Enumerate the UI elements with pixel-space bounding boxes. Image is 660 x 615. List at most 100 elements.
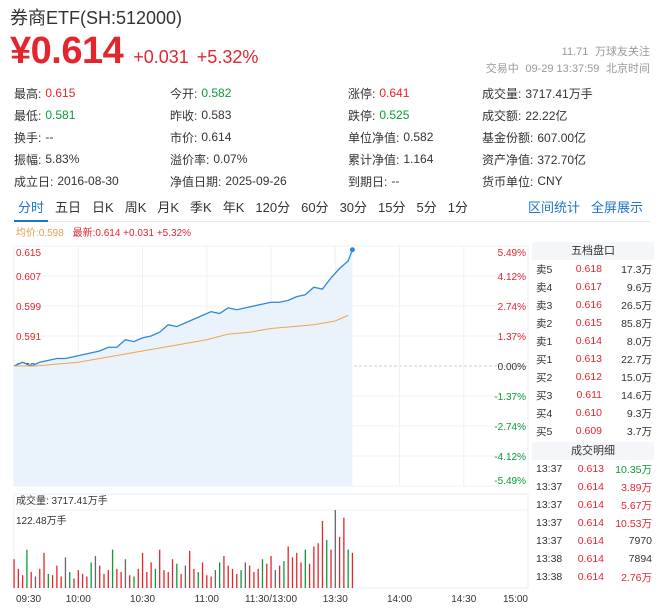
stat-value: CNY	[537, 174, 563, 188]
stat-value: 0.641	[379, 86, 410, 100]
volume-bar	[159, 549, 161, 588]
volume-bar	[73, 578, 75, 588]
deal-time: 13:37	[536, 499, 563, 511]
x-tick-label: 14:00	[387, 594, 412, 605]
volume-bar	[334, 510, 336, 588]
stat-item: 振幅: 5.83%	[14, 151, 170, 168]
order-price: 0.617	[575, 281, 602, 293]
deal-time: 13:37	[536, 517, 563, 529]
last-price-legend: 最新:0.614 +0.031 +5.32%	[72, 228, 192, 239]
volume-bar	[60, 576, 62, 588]
volume-bar	[291, 557, 294, 588]
deal-volume: 5.67万	[621, 499, 652, 512]
tab-period[interactable]: 五日	[55, 199, 82, 215]
volume-bar	[184, 565, 187, 588]
tab-period[interactable]: 120分	[255, 199, 291, 215]
volume-bar	[326, 540, 328, 588]
status-label: 交易中	[485, 63, 519, 75]
stat-label: 资产净值:	[482, 152, 534, 167]
stat-value: 2025-09-26	[225, 174, 287, 188]
fullscreen-link[interactable]: 全屏展示	[590, 199, 643, 215]
deal-volume: 7894	[628, 553, 652, 565]
stat-value: 0.582	[403, 130, 434, 144]
tab-period[interactable]: 60分	[301, 199, 329, 215]
volume-bar	[266, 563, 268, 588]
current-price: ¥0.614	[10, 30, 124, 72]
tab-period[interactable]: 分时	[14, 196, 49, 222]
order-side: 卖4	[536, 281, 553, 294]
price-change-pct: +5.32%	[196, 47, 259, 67]
volume-bar	[167, 572, 169, 588]
stat-item: 最低: 0.581	[14, 107, 170, 124]
order-side: 买5	[536, 425, 553, 438]
volume-title: 成交量: 3717.41万手	[16, 494, 108, 507]
volume-bar	[300, 562, 302, 588]
order-volume: 14.6万	[621, 389, 652, 402]
volume-bar	[321, 520, 324, 588]
volume-bar	[99, 565, 101, 588]
order-book-title: 五档盘口	[532, 242, 654, 260]
price-area-fill	[14, 249, 353, 486]
x-tick-label: 09:30	[16, 594, 41, 605]
deal-row: 13:37 0.614 5.67万	[532, 496, 654, 514]
volume-bar	[283, 561, 285, 588]
order-book-row: 买3 0.611 14.6万	[532, 386, 654, 404]
stat-label: 最高:	[14, 86, 42, 101]
stat-label: 基金份额:	[482, 130, 534, 145]
stat-label: 跌停:	[348, 108, 376, 123]
stat-value: 2016-08-30	[57, 174, 119, 188]
volume-bar	[150, 562, 152, 588]
stat-item: 换手: --	[14, 129, 170, 146]
order-side: 买1	[536, 353, 553, 366]
stat-value: 0.582	[201, 86, 232, 100]
tab-period[interactable]: 年K	[222, 199, 245, 215]
volume-bar	[347, 549, 349, 588]
volume-bar	[201, 562, 204, 588]
stat-label: 今开:	[170, 86, 198, 101]
volume-bar	[274, 570, 276, 588]
tab-period[interactable]: 30分	[339, 199, 368, 215]
volume-bar	[107, 570, 109, 588]
chart-legend: 均价:0.598 最新:0.614 +0.031 +5.32%	[16, 224, 191, 239]
tab-period[interactable]: 5分	[416, 199, 437, 215]
order-side: 买4	[536, 407, 553, 420]
stat-value: 1.164	[403, 152, 434, 166]
order-volume: 3.7万	[626, 425, 652, 438]
tab-period[interactable]: 日K	[92, 199, 114, 215]
stat-value: 607.00亿	[537, 130, 587, 145]
tab-period[interactable]: 月K	[157, 199, 180, 215]
stat-item: 累计净值: 1.164	[348, 151, 482, 168]
stat-label: 昨收:	[170, 108, 198, 123]
timezone-label: 北京时间	[606, 63, 650, 75]
stat-item: 净值日期: 2025-09-26	[170, 173, 348, 190]
deal-price: 0.614	[577, 499, 604, 511]
tab-period[interactable]: 季K	[190, 199, 212, 215]
stat-label: 涨停:	[348, 86, 376, 101]
tab-period[interactable]: 1分	[447, 199, 468, 215]
y-tick-label-right: 0.00%	[498, 362, 526, 373]
stat-label: 振幅:	[14, 152, 42, 167]
price-row: ¥0.614 +0.031 +5.32%	[10, 30, 258, 73]
y-tick-label-left: 0.591	[16, 332, 41, 343]
stat-label: 溢价率:	[170, 152, 210, 167]
stat-item: 货币单位: CNY	[482, 173, 654, 190]
tab-period[interactable]: 15分	[378, 199, 406, 215]
tab-period[interactable]: 周K	[124, 199, 147, 215]
price-change: +0.031	[133, 47, 189, 67]
last-price-dot	[349, 247, 355, 253]
volume-bar	[154, 568, 157, 588]
volume-bar	[287, 546, 289, 588]
range-stats-link[interactable]: 区间统计	[527, 199, 580, 215]
deal-volume: 2.76万	[621, 571, 652, 584]
stats-row: 换手: -- 市价: 0.614 单位净值: 0.582 基金份额: 607.00亿	[14, 126, 654, 148]
intraday-chart[interactable]: 0.615 5.49% 0.607 4.12% 0.599 2.74% 0.591 1.37%…	[0, 236, 530, 615]
order-book-panel: 五档盘口 卖5 0.618 17.3万 卖4 0.617 9.6万 卖3 0.616 26.5万…	[532, 242, 654, 586]
volume-bar	[171, 559, 174, 588]
deal-row: 13:38 0.614 2.76万	[532, 568, 654, 586]
order-price: 0.612	[575, 371, 602, 383]
volume-bar	[278, 565, 281, 588]
deal-time: 13:38	[536, 553, 563, 565]
deal-price: 0.614	[577, 553, 604, 565]
volume-bar	[103, 573, 105, 588]
volume-bar	[124, 559, 127, 588]
